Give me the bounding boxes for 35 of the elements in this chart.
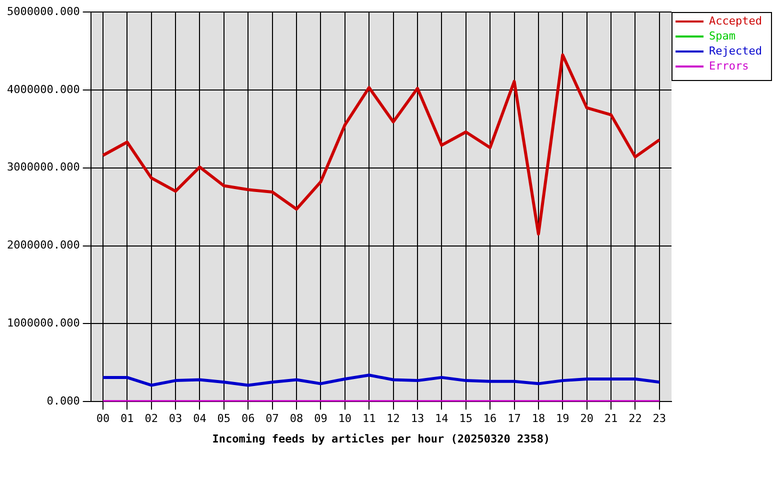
legend-label: Rejected: [709, 44, 762, 58]
x-tick-label: 13: [410, 412, 424, 426]
x-tick-label: 23: [652, 412, 666, 426]
x-tick-label: 14: [435, 412, 449, 426]
x-tick-label: 22: [628, 412, 642, 426]
x-tick-label: 02: [144, 412, 158, 426]
x-tick-label: 08: [290, 412, 304, 426]
x-tick-label: 16: [483, 412, 497, 426]
x-tick-label: 20: [580, 412, 594, 426]
x-tick-label: 12: [386, 412, 400, 426]
x-tick-label: 21: [604, 412, 618, 426]
x-tick-label: 15: [459, 412, 472, 426]
legend-label: Errors: [709, 59, 749, 72]
legend-label: Spam: [709, 29, 736, 42]
x-tick-label: 10: [338, 412, 352, 426]
x-tick-label: 00: [96, 412, 110, 426]
x-tick-label: 05: [217, 412, 231, 426]
y-tick-label: 2000000.000: [6, 238, 80, 252]
y-tick-label: 5000000.000: [6, 4, 80, 18]
x-tick-label: 06: [241, 412, 255, 426]
x-tick-label: 09: [314, 412, 328, 426]
y-tick-label: 3000000.000: [6, 160, 80, 174]
x-tick-label: 17: [508, 412, 521, 426]
x-tick-label: 01: [120, 412, 134, 426]
x-tick-label: 18: [532, 412, 546, 426]
x-tick-label: 07: [266, 412, 279, 426]
y-tick-label: 0.000: [46, 394, 80, 408]
y-tick-label: 1000000.000: [6, 316, 80, 330]
legend-label: Accepted: [709, 14, 762, 28]
x-tick-label: 04: [193, 412, 207, 426]
x-axis-title: Incoming feeds by articles per hour (20250320 2358): [212, 432, 550, 446]
x-tick-label: 19: [556, 412, 570, 426]
x-tick-label: 03: [168, 412, 182, 426]
y-tick-label: 4000000.000: [6, 82, 80, 96]
x-tick-label: 11: [362, 412, 376, 426]
